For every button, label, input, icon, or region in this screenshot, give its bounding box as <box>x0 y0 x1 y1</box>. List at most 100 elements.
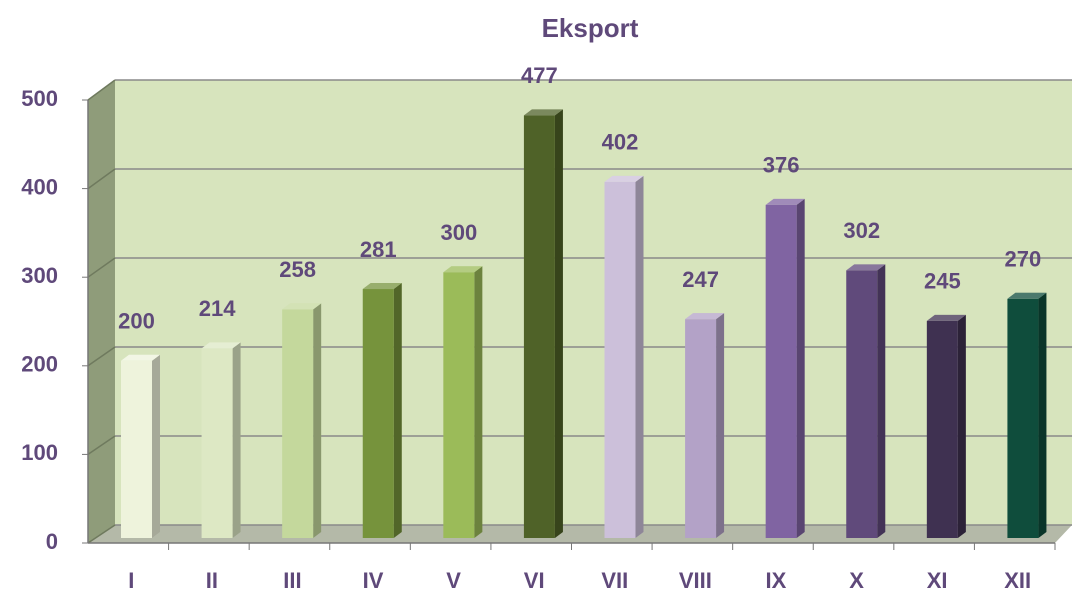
bar-side-shade <box>232 342 241 538</box>
bar <box>926 320 958 538</box>
bar-top-shade <box>685 313 725 320</box>
bar-side <box>152 354 160 538</box>
bar-top <box>1007 292 1047 299</box>
data-label: 281 <box>360 237 397 262</box>
x-tick-label: X <box>849 568 864 593</box>
data-label: 300 <box>440 220 477 245</box>
bar-top <box>765 198 805 205</box>
bar-top <box>201 342 241 349</box>
x-tick-label: VI <box>524 568 545 593</box>
bar <box>523 115 555 539</box>
grid-line <box>87 79 116 101</box>
data-label: 402 <box>602 130 639 155</box>
bar-side-shade <box>957 314 966 538</box>
data-label: 258 <box>279 257 316 282</box>
back-wall <box>115 80 1072 525</box>
x-tick-label: IX <box>766 568 787 593</box>
bar-side <box>635 175 644 538</box>
y-tick-label: 400 <box>21 174 58 199</box>
bar-side-shade <box>554 109 563 539</box>
bar-side-shade <box>152 354 160 538</box>
bar-side <box>474 266 483 538</box>
bar-top-shade <box>282 303 322 310</box>
bar-top-shade <box>201 342 241 349</box>
data-label: 247 <box>682 267 719 292</box>
grid-line <box>87 168 116 190</box>
bar <box>282 309 314 538</box>
bar-top-shade <box>1007 292 1047 299</box>
y-tick-label: 100 <box>21 440 58 465</box>
bar-side <box>232 342 241 538</box>
x-tick-label: III <box>283 568 301 593</box>
bar-top-shade <box>523 109 563 116</box>
bar-top <box>926 314 966 321</box>
x-tick-label: IV <box>363 568 384 593</box>
bar-top-shade <box>362 283 402 290</box>
bar-side-shade <box>474 266 483 538</box>
x-tick-label: VIII <box>679 568 712 593</box>
data-label: 302 <box>843 218 880 243</box>
grid-line <box>87 435 116 456</box>
bar-top-shade <box>121 354 160 361</box>
x-tick-label: II <box>206 568 218 593</box>
bar-side <box>1038 292 1047 538</box>
bar <box>846 270 878 538</box>
bar-side-shade <box>313 303 322 538</box>
x-tick-label: I <box>128 568 134 593</box>
bar <box>765 204 797 538</box>
bar-side-shade <box>393 283 402 538</box>
bar-side <box>957 314 966 538</box>
x-tick-label: V <box>446 568 461 593</box>
bar-side-shade <box>1038 292 1047 538</box>
bar-top <box>523 109 563 116</box>
data-label: 477 <box>521 63 558 88</box>
floor <box>88 525 1072 543</box>
data-label: 376 <box>763 153 800 178</box>
y-tick-label: 200 <box>21 352 58 377</box>
bar-top <box>685 313 725 320</box>
grid-line <box>87 346 116 367</box>
bar-side-shade <box>877 264 886 538</box>
bar <box>685 319 717 538</box>
bar <box>1007 298 1039 538</box>
bar-side-shade <box>635 175 644 538</box>
x-tick-label: VII <box>601 568 628 593</box>
bar-side <box>877 264 886 538</box>
y-tick-label: 0 <box>46 529 58 554</box>
bar-side <box>716 313 725 538</box>
bar-side-shade <box>796 198 805 538</box>
bar-top-shade <box>926 314 966 321</box>
bar <box>201 348 233 538</box>
bar-top-shade <box>765 198 805 205</box>
bar-side <box>554 109 563 539</box>
data-label: 245 <box>924 269 961 294</box>
bar-top-shade <box>846 264 886 271</box>
data-label: 214 <box>199 296 236 321</box>
bar-side <box>796 198 805 538</box>
grid-line <box>87 524 116 544</box>
bar-top-shade <box>443 266 483 273</box>
y-tick-label: 500 <box>21 86 58 111</box>
bar-side <box>313 303 322 538</box>
side-wall <box>88 80 115 543</box>
data-label: 200 <box>118 309 155 334</box>
bar <box>443 272 475 538</box>
bar <box>604 181 636 538</box>
bar-top-shade <box>604 175 644 182</box>
data-label: 270 <box>1005 247 1042 272</box>
chart-title: Eksport <box>542 13 639 43</box>
bar <box>121 360 152 538</box>
y-tick-label: 300 <box>21 263 58 288</box>
x-tick-label: XII <box>1004 568 1031 593</box>
bar-top <box>121 354 160 361</box>
bar <box>362 289 394 538</box>
bar-side-shade <box>716 313 725 538</box>
bar-top <box>362 283 402 290</box>
bar-top <box>604 175 644 182</box>
bar-top <box>846 264 886 271</box>
bar-top <box>282 303 322 310</box>
grid-line <box>87 257 116 278</box>
bar-top <box>443 266 483 273</box>
bar-side <box>393 283 402 538</box>
